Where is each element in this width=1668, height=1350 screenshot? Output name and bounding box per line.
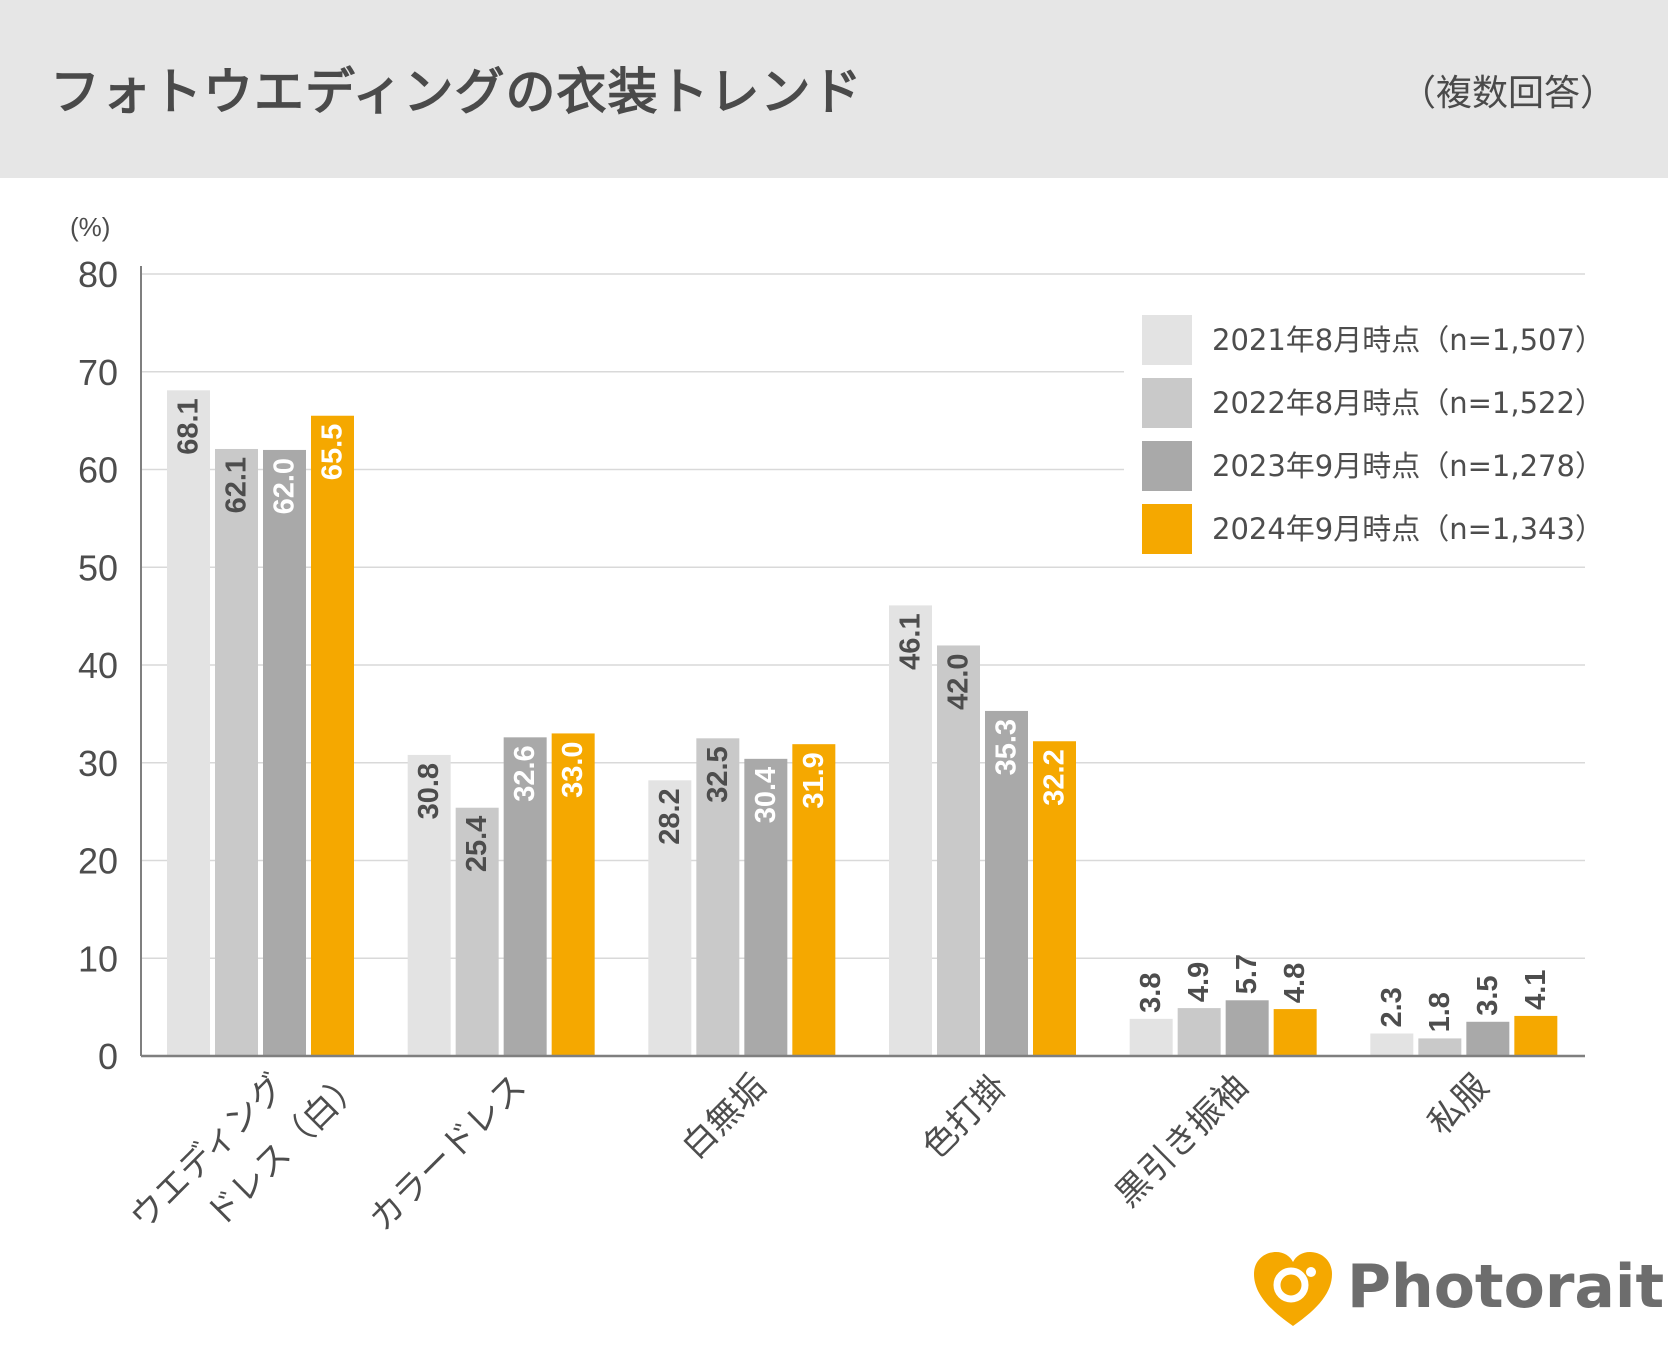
- category-label: 私服: [1420, 1067, 1496, 1143]
- category-label-line: カラードレス: [361, 1067, 534, 1240]
- y-tick-label: 50: [78, 547, 118, 588]
- data-label: 2.3: [1376, 987, 1408, 1027]
- y-tick-label: 0: [98, 1036, 118, 1077]
- y-tick-label: 70: [78, 352, 118, 393]
- bar: [696, 738, 740, 1056]
- bar: [1370, 1033, 1414, 1056]
- data-label: 30.4: [750, 767, 782, 823]
- page-title: フォトウエディングの衣装トレンド: [50, 63, 863, 121]
- bar: [792, 744, 836, 1056]
- data-label: 3.8: [1135, 973, 1167, 1013]
- bar: [503, 737, 547, 1056]
- data-label: 32.2: [1039, 749, 1071, 805]
- legend-label: 2022年8月時点（n=1,522）: [1212, 386, 1604, 420]
- multiple-answers-note: （複数回答）: [1399, 73, 1616, 114]
- legend-label: 2024年9月時点（n=1,343）: [1212, 512, 1604, 546]
- y-tick-label: 40: [78, 645, 118, 686]
- bar: [1514, 1015, 1558, 1056]
- data-label: 31.9: [798, 752, 830, 808]
- bar: [744, 758, 788, 1056]
- brand-logo: Photorait: [1252, 1250, 1664, 1340]
- legend-label: 2021年8月時点（n=1,507）: [1212, 323, 1604, 357]
- data-label: 46.1: [895, 613, 927, 669]
- data-label: 35.3: [991, 719, 1023, 775]
- data-label: 32.6: [509, 745, 541, 801]
- heart-logo-icon: [1254, 1252, 1332, 1326]
- legend-swatch: [1142, 315, 1192, 365]
- bar: [1129, 1018, 1173, 1056]
- bar: [1273, 1009, 1317, 1056]
- data-label: 42.0: [943, 653, 975, 709]
- bar: [1466, 1021, 1510, 1056]
- category-label: 黒引き振袖: [1108, 1067, 1256, 1215]
- bar: [1418, 1038, 1462, 1056]
- category-label: 白無垢: [674, 1067, 774, 1167]
- bar: [407, 754, 451, 1056]
- legend-label: 2023年9月時点（n=1,278）: [1212, 449, 1604, 483]
- data-label: 33.0: [557, 741, 589, 797]
- bar: [1177, 1008, 1221, 1056]
- category-label-line: 黒引き振袖: [1108, 1067, 1256, 1215]
- data-label: 5.7: [1231, 954, 1263, 994]
- y-axis-unit: (%): [70, 212, 110, 242]
- category-label: ウエディングドレス（白）: [122, 1026, 371, 1250]
- bar: [1033, 741, 1076, 1056]
- legend-swatch: [1142, 378, 1192, 428]
- bar: [263, 449, 306, 1056]
- bar-chart: 0 10 20 30 40 50 60 70 80 (%) 68.1 62.1 62.0 65.5 ウエディ…: [70, 212, 1604, 1250]
- bar: [311, 415, 354, 1056]
- legend-swatch: [1142, 504, 1192, 554]
- legend-swatch: [1142, 441, 1192, 491]
- bar: [985, 710, 1028, 1056]
- data-label: 4.1: [1520, 970, 1552, 1010]
- data-label: 28.2: [654, 788, 686, 844]
- y-tick-label: 80: [78, 254, 118, 295]
- data-label: 62.0: [269, 458, 301, 514]
- bar: [937, 645, 980, 1056]
- header-bar: フォトウエディングの衣装トレンド （複数回答）: [0, 0, 1668, 178]
- category-label-line: 色打掛: [915, 1067, 1015, 1167]
- data-label: 1.8: [1424, 992, 1456, 1032]
- data-label: 3.5: [1472, 975, 1504, 1015]
- data-label: 4.8: [1279, 963, 1311, 1003]
- legend-background: [1124, 298, 1586, 560]
- y-tick-label: 10: [78, 938, 118, 979]
- bar: [648, 780, 692, 1056]
- category-label-line: 私服: [1420, 1067, 1496, 1143]
- bar: [1225, 1000, 1269, 1056]
- data-label: 68.1: [173, 398, 205, 454]
- data-label: 65.5: [317, 424, 349, 480]
- bar: [455, 807, 499, 1056]
- category-label: 色打掛: [915, 1067, 1015, 1167]
- data-label: 30.8: [413, 763, 445, 819]
- bar: [215, 448, 258, 1056]
- data-label: 4.9: [1183, 962, 1215, 1002]
- data-label: 62.1: [221, 457, 253, 513]
- data-label: 32.5: [702, 746, 734, 802]
- bar: [167, 390, 210, 1056]
- y-tick-label: 30: [78, 743, 118, 784]
- bar: [889, 605, 932, 1056]
- brand-name: Photorait: [1347, 1252, 1665, 1322]
- bar: [551, 733, 595, 1056]
- data-label: 25.4: [461, 816, 493, 872]
- y-tick-label: 60: [78, 450, 118, 491]
- category-label: カラードレス: [361, 1067, 534, 1240]
- category-label-line: 白無垢: [674, 1067, 774, 1167]
- y-tick-label: 20: [78, 841, 118, 882]
